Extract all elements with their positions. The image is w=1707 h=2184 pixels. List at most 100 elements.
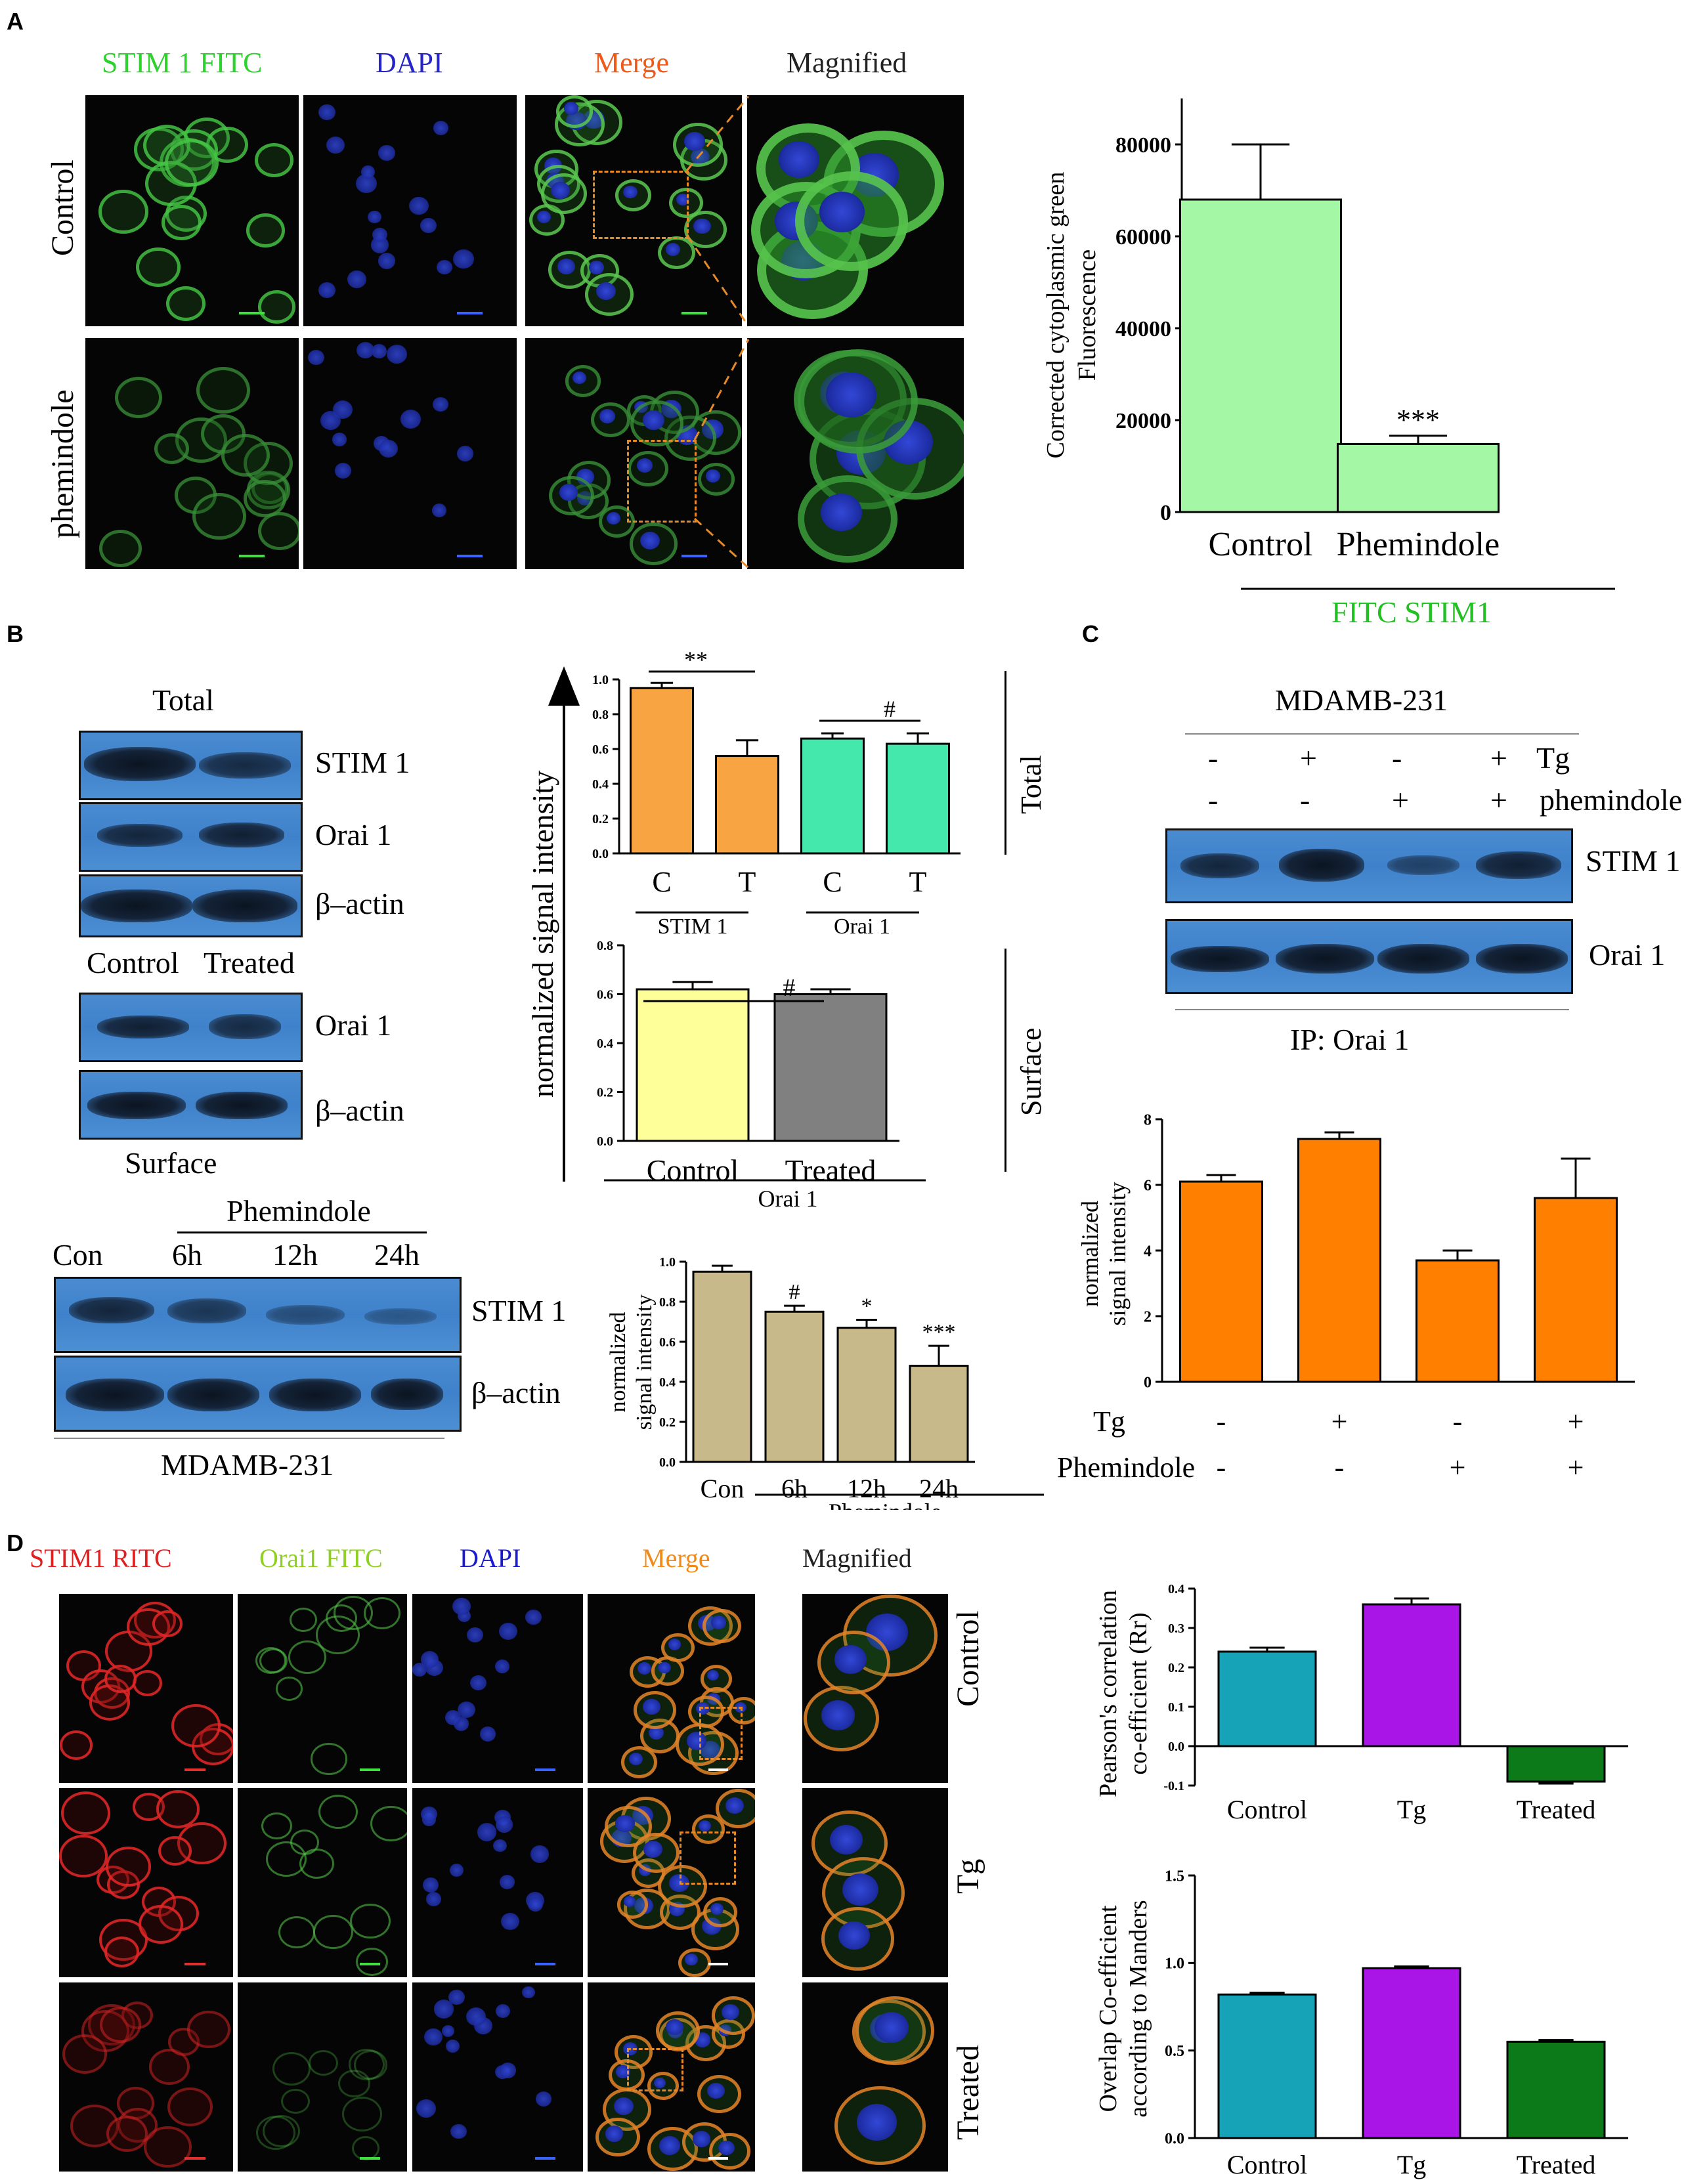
- time-header: Phemindole: [227, 1194, 371, 1228]
- time-col-1: 6h: [172, 1238, 202, 1272]
- y-tick-label: 20000: [1115, 409, 1171, 433]
- nucleus: [378, 144, 396, 161]
- bar: [630, 687, 694, 855]
- cell: [261, 1812, 293, 1839]
- cell: [615, 179, 652, 211]
- cell: [798, 349, 918, 454]
- y-tick-label: 0.5: [1165, 2043, 1184, 2060]
- band: [1476, 851, 1561, 879]
- band: [199, 752, 291, 779]
- significance-label: ***: [1396, 404, 1440, 436]
- cell: [299, 1848, 335, 1879]
- phem-sign-2: +: [1392, 783, 1409, 817]
- significance-label: *: [861, 1294, 873, 1318]
- cell: [350, 1903, 391, 1939]
- side-label-surface: Surface: [1015, 1027, 1047, 1116]
- y-label-line-2: co-efficient (Rr): [1125, 1612, 1152, 1774]
- cell: [164, 139, 219, 186]
- nucleus: [495, 2004, 510, 2018]
- category-label: Treated: [1517, 2150, 1596, 2179]
- cell: [196, 366, 250, 414]
- y-axis-label: Pearson's correlation co-efficient (Rr): [1094, 1590, 1152, 1797]
- phem-sign-1: -: [1300, 783, 1310, 817]
- cell: [152, 1610, 183, 1637]
- y-label-line-1: Overlap Co-efficient: [1094, 1905, 1122, 2112]
- nucleus: [685, 1954, 698, 1965]
- nucleus: [606, 511, 621, 525]
- cell: [104, 1664, 137, 1693]
- nucleus: [573, 372, 587, 385]
- y-label-line-1: Corrected cytoplasmic green: [1042, 172, 1070, 459]
- category-label: Control: [1227, 2150, 1307, 2179]
- nucleus: [445, 2039, 460, 2053]
- scale-bar: [239, 312, 265, 314]
- y-tick-label: 0.2: [592, 812, 609, 826]
- cell: [187, 2011, 230, 2049]
- nucleus: [676, 193, 690, 205]
- zoom-line: [693, 339, 750, 440]
- row-label-actin: β–actin: [315, 887, 404, 920]
- cell: [98, 529, 142, 567]
- category-label: 6h: [781, 1474, 808, 1503]
- nucleus: [498, 1622, 517, 1640]
- nucleus: [409, 196, 429, 215]
- d-micro-2-stim1: [59, 1982, 233, 2172]
- blot-surface-actin: [79, 1070, 303, 1140]
- nucleus: [834, 1645, 867, 1674]
- d-micro-1-dapi: [412, 1788, 583, 1977]
- nucleus: [616, 2065, 630, 2078]
- nucleus: [386, 344, 408, 364]
- y-tick-label: 80000: [1115, 133, 1171, 158]
- y-tick-label: 0.1: [1168, 1700, 1184, 1715]
- header-magnified: Magnified: [787, 47, 907, 79]
- category-label: Control: [1227, 1795, 1307, 1824]
- bar: [1506, 1745, 1606, 1783]
- scale-bar: [457, 555, 483, 557]
- band: [199, 823, 284, 847]
- cell: [154, 433, 190, 465]
- band: [371, 1379, 443, 1410]
- cell: [161, 204, 202, 240]
- blot-total-stim1: [79, 731, 303, 800]
- cell: [661, 1633, 695, 1663]
- y-axis-label: Corrected cytoplasmic green Fluorescence: [1042, 172, 1101, 459]
- nucleus: [525, 1610, 542, 1625]
- nucleus: [665, 2019, 683, 2036]
- cell: [60, 1791, 110, 1835]
- band: [1276, 944, 1374, 974]
- row2-sign: +: [1450, 1451, 1466, 1484]
- cell: [132, 1669, 163, 1696]
- category-label: C: [823, 866, 842, 898]
- d-row-label-0: Control: [951, 1610, 985, 1707]
- row1-sign: +: [1568, 1405, 1584, 1438]
- zoom-line: [685, 96, 750, 171]
- panel-b-time-chart: 0.0 0.2 0.4 0.6 0.8 1.0 Con #6h * 12h *** 24h normal…: [606, 1255, 1044, 1510]
- row2-sign: -: [1217, 1451, 1226, 1484]
- nucleus: [500, 2063, 517, 2078]
- nucleus: [465, 2007, 486, 2026]
- nucleus: [368, 210, 382, 224]
- y-tick-label: 4: [1144, 1243, 1152, 1260]
- cell: [246, 213, 285, 247]
- band: [167, 1379, 259, 1411]
- nucleus: [318, 104, 336, 120]
- micro-phem-magnified: [747, 338, 964, 569]
- shared-ylabel: normalized signal intensity: [526, 770, 559, 1098]
- nucleus: [643, 1699, 660, 1715]
- y-tick-label: 0.0: [592, 847, 609, 861]
- y-tick-label: 0.0: [1165, 2130, 1184, 2147]
- cell-line-label-b: MDAMB-231: [161, 1448, 334, 1482]
- nucleus: [693, 218, 711, 234]
- scale-bar: [359, 2157, 380, 2160]
- cell: [549, 475, 595, 516]
- y-tick-label: -0.1: [1163, 1779, 1184, 1793]
- time-col-2: 12h: [272, 1238, 318, 1272]
- cell: [98, 190, 148, 234]
- d-micro-0-magnified: [802, 1594, 948, 1783]
- nucleus: [559, 484, 578, 501]
- row2-sign: -: [1335, 1451, 1345, 1484]
- nucleus: [819, 191, 865, 232]
- y-tick-label: 0.4: [659, 1375, 676, 1390]
- y-axis-label: Overlap Co-efficient according to Manders: [1094, 1900, 1152, 2117]
- nucleus: [637, 1662, 651, 1675]
